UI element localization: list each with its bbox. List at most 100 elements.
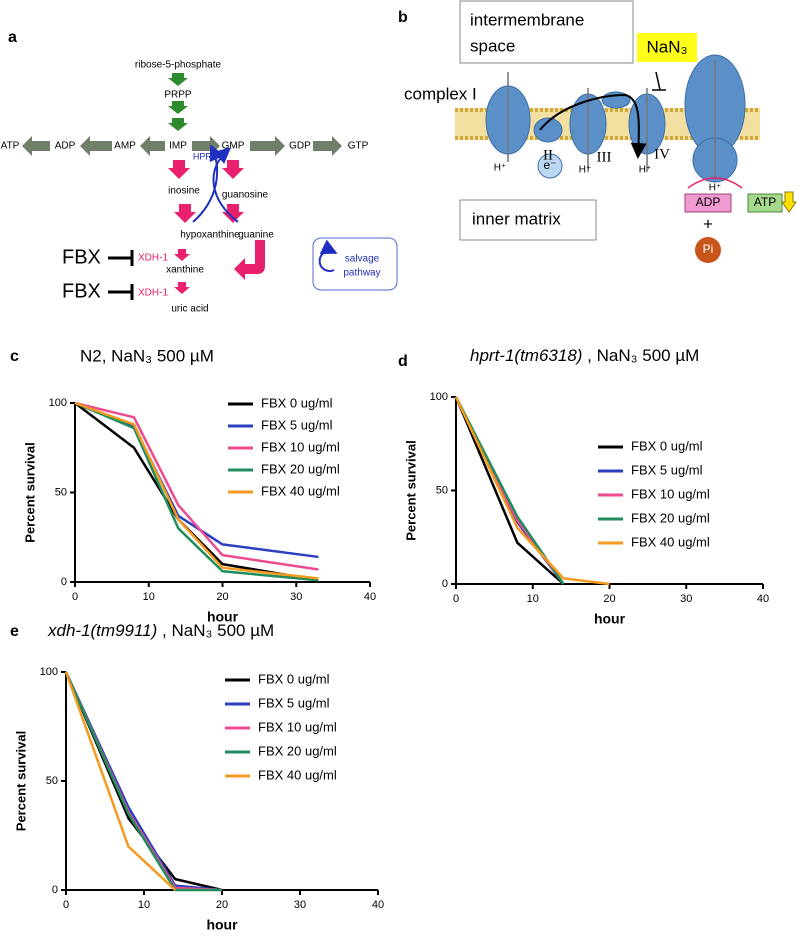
compartment: space	[470, 36, 515, 55]
enzyme: XDH-1	[138, 288, 168, 299]
legend-label: FBX 5 ug/ml	[631, 462, 703, 477]
legend-text: pathway	[343, 268, 380, 279]
proton: H⁺	[709, 183, 722, 194]
legend-label: FBX 20 ug/ml	[258, 743, 337, 758]
complex-label: complex I	[404, 84, 477, 103]
x-tick-label: 0	[453, 593, 459, 605]
atp-box	[747, 193, 783, 213]
x-tick-label: 10	[527, 593, 539, 605]
x-tick-label: 20	[603, 593, 615, 605]
proton: H⁺	[494, 163, 507, 174]
y-tick-label: 50	[55, 486, 67, 498]
y-tick-label: 100	[430, 391, 448, 403]
y-axis-label: Percent survival	[22, 442, 37, 542]
synthase-arrow	[687, 177, 743, 189]
x-axis-label: hour	[594, 611, 626, 627]
molecule: ADP	[696, 195, 721, 209]
pathway-panel: a ribose-5-phosphate PRPP ATP ADP AMP IM…	[1, 29, 398, 315]
proton-path	[507, 60, 716, 180]
legend-label: FBX 10 ug/ml	[258, 719, 337, 734]
inhibition	[108, 284, 134, 300]
plus: +	[703, 214, 713, 233]
metabolite: GTP	[348, 141, 369, 152]
y-tick-label: 0	[52, 884, 58, 896]
electron-label: e⁻	[543, 158, 556, 172]
complex-label: III	[597, 149, 612, 165]
x-tick-label: 20	[216, 591, 228, 603]
y-axis-label: Percent survival	[403, 440, 418, 540]
legend-label: FBX 10 ug/ml	[261, 439, 340, 454]
chart-title: hprt-1(tm6318) , NaN₃ 500 µM	[470, 346, 699, 365]
legend-label: FBX 0 ug/ml	[631, 438, 703, 453]
x-axis-label: hour	[206, 917, 238, 933]
legend-text: salvage	[345, 254, 380, 265]
legend-label: FBX 40 ug/ml	[631, 534, 710, 549]
metabolite: hypoxanthine	[180, 230, 240, 241]
complex-label: IV	[654, 146, 670, 162]
arrows	[22, 136, 342, 156]
series-line	[454, 396, 565, 585]
series-line	[454, 396, 610, 586]
inhibition	[652, 71, 666, 91]
y-tick-label: 0	[61, 576, 67, 588]
legend-box	[312, 237, 398, 291]
adp-box	[684, 193, 732, 213]
inhibitor: FBX	[62, 280, 101, 302]
metabolite: IMP	[169, 141, 187, 152]
molecule: ATP	[754, 195, 776, 209]
metabolite: xanthine	[166, 265, 204, 276]
metabolite: ADP	[55, 141, 76, 152]
x-tick-label: 40	[757, 593, 769, 605]
y-axis-label: Percent survival	[13, 731, 28, 831]
enzyme: XDH-1	[138, 253, 168, 264]
series-line	[64, 671, 223, 892]
legend-label: FBX 20 ug/ml	[261, 461, 340, 476]
x-axis-label: hour	[207, 609, 239, 625]
legend-icon	[318, 239, 338, 272]
inhibitor: NaN₃	[647, 37, 688, 56]
series-line	[74, 401, 319, 571]
label-box	[459, 199, 597, 241]
chart-title: xdh-1(tm9911) , NaN₃ 500 µM	[47, 621, 274, 640]
proton: H⁺	[639, 165, 652, 176]
arrows	[168, 160, 265, 294]
series-line	[454, 396, 565, 585]
strain: xdh-1(tm9911)	[47, 621, 157, 640]
complex-label: II	[543, 147, 553, 163]
phosphate	[695, 237, 721, 263]
arrow	[168, 73, 188, 131]
y-tick-label: 50	[436, 484, 448, 496]
x-tick-label: 30	[290, 591, 302, 603]
series-line	[64, 671, 223, 892]
y-tick-label: 0	[442, 578, 448, 590]
legend-label: FBX 40 ug/ml	[261, 483, 340, 498]
salvage-arrow	[212, 147, 239, 223]
electron	[537, 153, 563, 179]
series-line	[454, 396, 565, 585]
series-line	[454, 396, 565, 585]
x-tick-label: 40	[372, 899, 384, 911]
metabolite: uric acid	[171, 304, 208, 315]
metabolite: ribose-5-phosphate	[135, 60, 222, 71]
metabolite: guanosine	[222, 190, 269, 201]
x-tick-label: 30	[294, 899, 306, 911]
inhibition	[108, 250, 134, 266]
y-tick-label: 50	[46, 775, 58, 787]
title-rest: , NaN₃ 500 µM	[582, 346, 699, 365]
metabolite: ATP	[1, 141, 20, 152]
metabolite: GDP	[289, 141, 311, 152]
panel-label: d	[398, 353, 408, 370]
enzyme: HPRT	[193, 151, 218, 161]
electron-path	[539, 93, 647, 159]
panel-label: e	[10, 623, 19, 640]
legend-label: FBX 5 ug/ml	[261, 417, 333, 432]
title-rest: , NaN₃ 500 µM	[157, 621, 274, 640]
legend-label: FBX 0 ug/ml	[261, 395, 333, 410]
series-line	[74, 401, 319, 582]
metabolite: guanine	[238, 230, 274, 241]
molecule: Pi	[703, 242, 714, 256]
x-tick-label: 10	[143, 591, 155, 603]
series-line	[64, 671, 223, 892]
inhibitor-box	[637, 33, 697, 62]
